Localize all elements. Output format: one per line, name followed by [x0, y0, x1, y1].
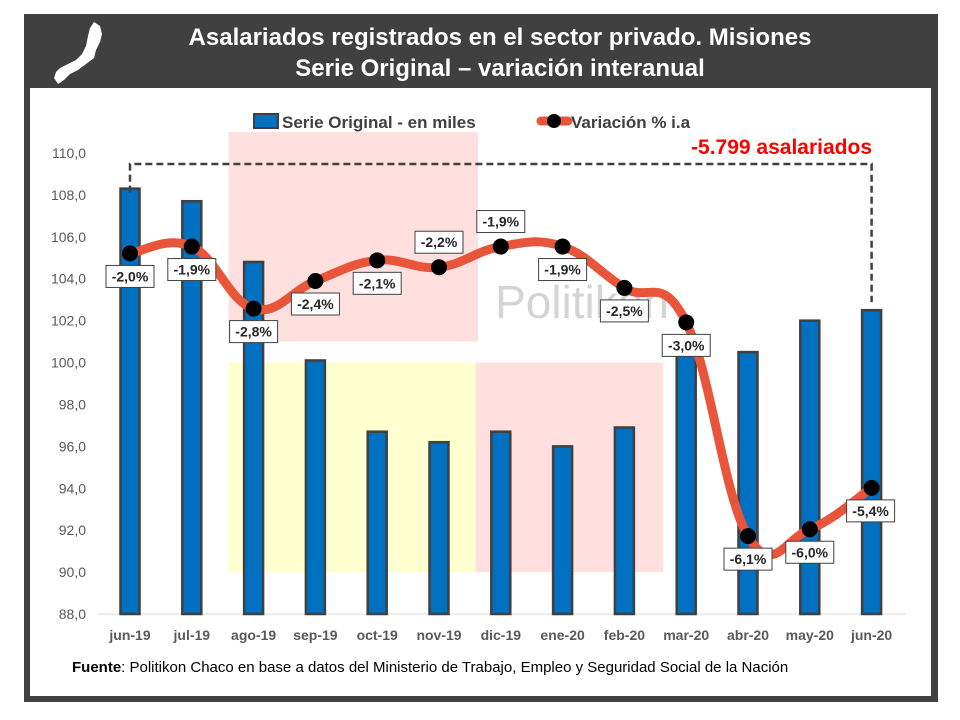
y-tick-label: 88,0	[59, 606, 86, 622]
variation-marker	[431, 259, 447, 276]
variation-label: -6,0%	[792, 544, 829, 560]
title-line-2: Serie Original – variación interanual	[295, 55, 705, 82]
variation-label: -2,8%	[235, 324, 272, 340]
legend-swatch-marker	[547, 114, 561, 128]
variation-marker	[554, 238, 571, 255]
y-tick-label: 108,0	[51, 187, 86, 203]
bar-may-20	[799, 319, 821, 616]
legend-label-bar: Serie Original - en miles	[282, 113, 476, 132]
difference-bracket	[128, 162, 873, 303]
variation-label: -2,5%	[606, 303, 643, 319]
source-label: Fuente	[72, 659, 122, 676]
variation-label: -2,0%	[112, 268, 149, 284]
x-tick-label: sep-19	[293, 627, 338, 643]
bar-ago-19	[242, 260, 265, 616]
variation-marker	[183, 238, 200, 255]
bar-feb-20	[613, 426, 636, 616]
x-tick-label: may-20	[786, 627, 834, 643]
x-tick-label: mar-20	[663, 627, 709, 643]
variation-marker	[678, 314, 695, 331]
variation-label-box	[476, 210, 526, 234]
variation-label-box	[167, 258, 217, 282]
source-text: : Politikon Chaco en base a datos del Mi…	[121, 659, 789, 676]
y-tick-label: 110,0	[52, 145, 86, 161]
bar-sep-19	[304, 359, 327, 616]
x-tick-label: ene-20	[540, 627, 585, 643]
bar-oct-19	[366, 430, 388, 616]
variation-marker	[369, 252, 386, 269]
variation-label: -3,0%	[668, 337, 705, 353]
y-tick-label: 104,0	[51, 271, 86, 287]
variation-marker	[492, 238, 509, 255]
y-tick-label: 106,0	[51, 229, 86, 245]
bar-nov-19	[428, 440, 450, 616]
variation-label-box	[414, 230, 464, 254]
misiones-province-map-icon	[54, 22, 102, 84]
variation-label-box	[290, 292, 340, 316]
variation-label: -2,1%	[359, 275, 396, 291]
x-tick-label: jun-19	[108, 627, 150, 643]
variation-label: -5,4%	[852, 503, 889, 519]
y-tick-label: 96,0	[59, 438, 86, 454]
variation-marker	[863, 479, 880, 496]
difference-annotation: -5.799 asalariados	[691, 136, 872, 159]
x-tick-label: jul-19	[173, 627, 211, 643]
variation-label-box	[785, 540, 835, 564]
variation-marker	[122, 245, 138, 262]
variation-label-box	[229, 320, 279, 344]
y-tick-label: 102,0	[51, 313, 86, 329]
y-tick-label: 92,0	[59, 522, 86, 538]
bar-jun-20	[860, 308, 883, 616]
x-tick-label: abr-20	[727, 627, 769, 643]
x-tick-label: nov-19	[416, 627, 461, 643]
bar-jul-19	[181, 199, 203, 616]
x-tick-label: feb-20	[604, 627, 645, 643]
variation-marker	[740, 528, 756, 545]
variation-label: -2,2%	[421, 234, 458, 250]
x-tick-label: oct-19	[357, 627, 398, 643]
variation-label: -1,9%	[174, 262, 211, 278]
variation-marker	[801, 521, 818, 538]
variation-label: -2,4%	[297, 296, 334, 312]
bar-dic-19	[490, 430, 512, 616]
source-note: Fuente: Politikon Chaco en base a datos …	[72, 659, 788, 676]
y-tick-label: 90,0	[59, 564, 86, 580]
variation-label-box	[105, 264, 155, 288]
variation-label-box	[661, 333, 711, 357]
variation-label-box	[599, 299, 649, 323]
y-tick-label: 94,0	[59, 480, 86, 496]
x-tick-label: dic-19	[481, 627, 522, 643]
title-line-1: Asalariados registrados en el sector pri…	[188, 24, 812, 51]
variation-label: -6,1%	[730, 551, 767, 567]
variation-label-box	[723, 547, 773, 571]
chart-title: Asalariados registrados en el sector pri…	[100, 22, 900, 84]
y-tick-label: 98,0	[59, 396, 86, 412]
legend: Serie Original - en miles Variación % i.…	[253, 113, 691, 132]
legend-swatch-bar	[253, 113, 279, 129]
variation-marker	[307, 273, 324, 290]
legend-label-line: Variación % i.a	[571, 113, 691, 132]
x-tick-label: jun-20	[850, 627, 892, 643]
variation-label: -1,9%	[544, 262, 581, 278]
variation-marker	[616, 279, 633, 296]
variation-label: -1,9%	[483, 214, 520, 230]
bar-mar-20	[675, 352, 697, 616]
x-tick-label: ago-19	[231, 627, 276, 643]
y-tick-label: 100,0	[51, 355, 86, 371]
variation-marker	[245, 300, 262, 317]
bar-ene-20	[551, 445, 574, 616]
variation-label-box	[846, 499, 896, 523]
bar-abr-20	[737, 350, 759, 616]
variation-label-box	[538, 258, 588, 282]
variation-label-box	[352, 271, 402, 295]
